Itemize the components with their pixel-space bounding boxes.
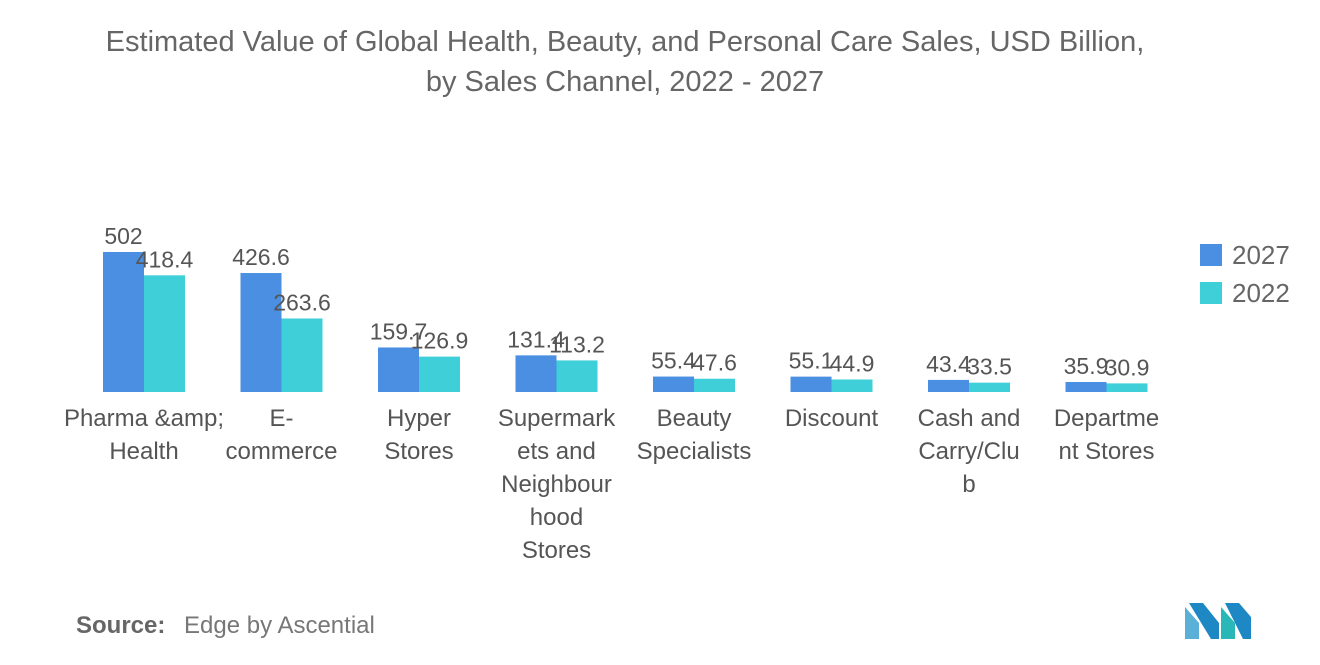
legend-swatch-2027 [1200,244,1222,266]
legend-label-2027: 2027 [1232,239,1290,270]
bar-2022-3 [556,360,598,392]
legend-item-2027: 2027 [1200,236,1290,274]
value-label-2022-4: 47.6 [692,350,737,376]
legend: 2027 2022 [1200,236,1290,312]
bar-2027-0 [103,252,144,392]
bar-2027-6 [928,379,969,392]
value-label-2027-5: 55.1 [789,348,834,374]
category-label-2: Hyper Stores [384,405,453,465]
bar-2027-7 [1065,381,1107,392]
category-label-6: Cash and Carry/Clu b [918,405,1021,498]
value-label-2022-5: 44.9 [830,350,875,376]
bar-2022-6 [969,382,1010,392]
bar-2022-4 [694,378,735,392]
category-label-3: Supermark ets and Neighbour hood Stores [498,405,616,564]
bar-2027-4 [653,376,694,392]
value-label-2027-0: 502 [104,223,142,249]
mordor-logo-icon [1185,603,1251,639]
bar-2027-3 [515,355,557,392]
category-label-4: Beauty Specialists [637,405,752,465]
value-label-2027-3: 131.4 [507,326,565,352]
category-label-5: Discount [785,405,879,432]
legend-swatch-2022 [1200,282,1222,304]
bar-2022-1 [281,318,323,392]
category-label-7: Departme nt Stores [1054,405,1159,465]
value-label-2022-1: 263.6 [273,289,331,315]
category-label-0: Pharma &amp; Health [64,405,224,465]
bar-2027-5 [790,376,832,392]
legend-item-2022: 2022 [1200,274,1290,312]
source-text: Edge by Ascential [184,612,375,639]
source-note: Source: Edge by Ascential [76,612,375,640]
bar-2022-0 [144,275,185,392]
value-label-2027-1: 426.6 [232,244,290,270]
bar-2027-1 [240,273,282,392]
bar-2022-7 [1106,383,1148,392]
legend-label-2022: 2022 [1232,277,1290,308]
chart-title: Estimated Value of Global Health, Beauty… [105,26,1145,98]
value-label-2022-7: 30.9 [1105,354,1150,380]
value-label-2027-7: 35.9 [1064,353,1109,379]
source-label: Source: [76,612,166,639]
value-label-2022-6: 33.5 [967,354,1012,380]
category-label-1: E-commerce [225,405,337,465]
bar-2022-5 [831,379,873,392]
value-label-2022-0: 418.4 [136,246,194,272]
value-label-2027-4: 55.4 [651,348,696,374]
bar-2022-2 [419,356,460,392]
value-label-2022-2: 126.9 [411,328,469,354]
value-label-2027-2: 159.7 [370,318,428,344]
bar-2027-2 [378,347,419,392]
value-label-2027-6: 43.4 [926,351,971,377]
value-label-2022-3: 113.2 [549,331,605,357]
